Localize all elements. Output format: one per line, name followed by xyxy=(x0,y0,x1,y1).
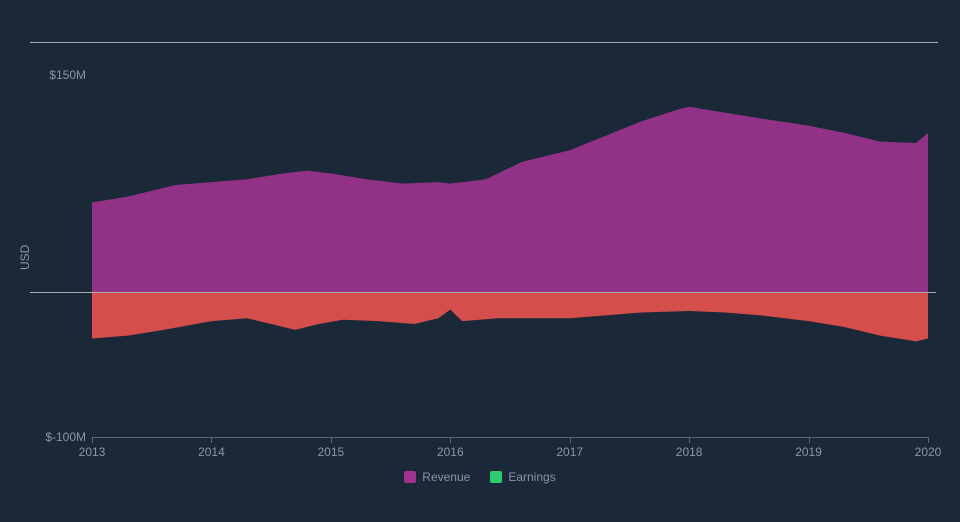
x-tick-label: 2019 xyxy=(795,445,822,459)
legend-swatch xyxy=(490,471,502,483)
chart-plot-area xyxy=(0,0,960,522)
area-series-earnings xyxy=(92,292,928,341)
legend-item-earnings: Earnings xyxy=(490,470,555,484)
x-tick xyxy=(211,437,212,443)
area-series-revenue xyxy=(92,107,928,292)
x-tick-label: 2020 xyxy=(915,445,942,459)
x-tick xyxy=(92,437,93,443)
x-tick xyxy=(450,437,451,443)
x-axis-line xyxy=(92,437,928,438)
zero-baseline xyxy=(30,292,936,293)
x-tick-label: 2014 xyxy=(198,445,225,459)
x-tick-label: 2017 xyxy=(556,445,583,459)
x-tick xyxy=(570,437,571,443)
x-tick-label: 2018 xyxy=(676,445,703,459)
legend-item-revenue: Revenue xyxy=(404,470,470,484)
x-tick-label: 2015 xyxy=(317,445,344,459)
x-tick xyxy=(331,437,332,443)
chart-legend: Revenue Earnings xyxy=(0,470,960,484)
legend-label: Earnings xyxy=(508,470,555,484)
x-tick xyxy=(928,437,929,443)
x-tick-label: 2016 xyxy=(437,445,464,459)
x-tick xyxy=(809,437,810,443)
legend-swatch xyxy=(404,471,416,483)
area-chart: $150M $-100M USD 20132014201520162017201… xyxy=(0,0,960,522)
x-tick-label: 2013 xyxy=(79,445,106,459)
x-tick xyxy=(689,437,690,443)
legend-label: Revenue xyxy=(422,470,470,484)
